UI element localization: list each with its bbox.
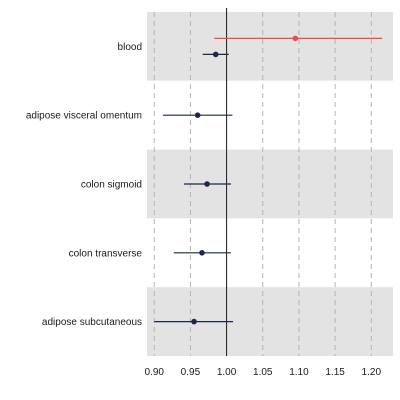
point-estimates xyxy=(191,35,299,325)
x-axis-ticks: 0.90 0.95 1.00 1.05 1.10 1.15 1.20 xyxy=(145,367,382,378)
estimate-point xyxy=(199,250,205,256)
x-tick-label: 1.05 xyxy=(253,367,273,378)
row-band xyxy=(147,12,393,81)
category-label: colon sigmoid xyxy=(81,180,142,191)
estimate-point xyxy=(191,318,197,325)
estimate-point xyxy=(194,112,201,118)
estimate-point xyxy=(212,51,219,58)
x-tick-label: 1.00 xyxy=(217,367,237,378)
x-tick-label: 1.15 xyxy=(325,367,345,378)
x-tick-label: 0.95 xyxy=(181,367,201,378)
category-labels: blood adipose visceral omentum colon sigmo… xyxy=(26,42,143,328)
category-label: adipose subcutaneous xyxy=(42,317,142,328)
category-label: blood xyxy=(118,42,142,53)
category-label: colon transverse xyxy=(69,248,143,259)
category-label: adipose visceral omentum xyxy=(26,111,142,122)
x-tick-label: 1.20 xyxy=(362,367,382,378)
estimate-point xyxy=(204,181,210,187)
x-tick-label: 0.90 xyxy=(145,367,165,378)
estimate-point xyxy=(292,35,299,42)
x-tick-label: 1.10 xyxy=(289,367,309,378)
